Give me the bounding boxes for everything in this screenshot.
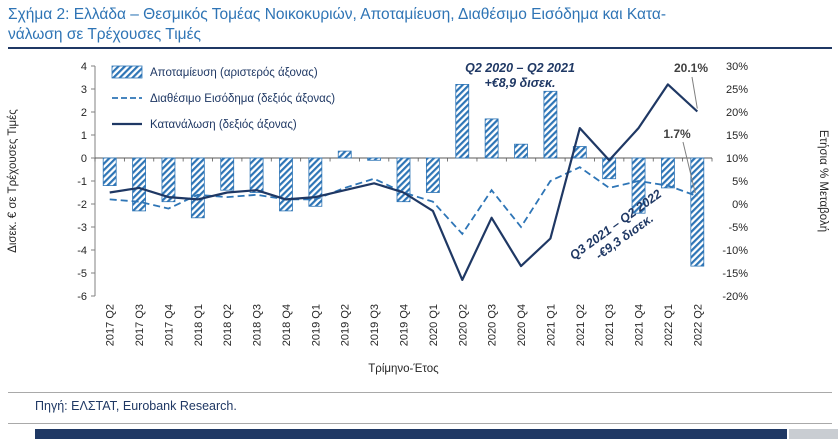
right-axis-title: Ετήσια % Μεταβολή xyxy=(817,130,829,232)
household-savings-income-consumption-chart: 4 3 2 1 0 -1 -2 -3 -4 -5 -6 30% 25% 20% 15% 10% 5% 0% -5% -… xyxy=(7,61,829,375)
x-tick-label: 2019 Q2 xyxy=(340,304,352,346)
disposable-income-line xyxy=(109,166,698,236)
x-tick-label: 2021 Q2 xyxy=(575,304,587,346)
leader-line-consumption xyxy=(691,76,698,109)
left-tick-label: 4 xyxy=(81,61,87,73)
x-tick-label: 2017 Q3 xyxy=(134,304,146,346)
footer-divider-top xyxy=(8,392,832,393)
right-tick-label: -10% xyxy=(722,245,748,257)
annotation-period1-line2: +€8,9 δισεκ. xyxy=(484,76,555,90)
x-axis-labels: 2017 Q2 2017 Q3 2017 Q4 2018 Q1 2018 Q2 2018 … xyxy=(105,304,705,346)
annotation-consumption-last: 20.1% xyxy=(674,61,708,75)
x-tick-label: 2020 Q1 xyxy=(428,304,440,346)
right-tick-label: 30% xyxy=(726,61,748,73)
x-tick-label: 2022 Q2 xyxy=(692,304,704,346)
right-tick-label: 15% xyxy=(726,130,748,142)
legend-swatch-saving xyxy=(111,65,143,79)
legend-label-saving: Αποταμίευση (αριστερός άξονας) xyxy=(150,67,318,79)
annotation-period1-line1: Q2 2020 – Q2 2021 xyxy=(465,61,575,75)
left-tick-label: 0 xyxy=(81,153,87,165)
header-divider xyxy=(8,47,832,49)
left-axis-title: Δισεκ. € σε Τρέχουσες Τιμές xyxy=(7,109,19,253)
x-axis-title: Τρίμηνο-Έτος xyxy=(368,363,439,375)
x-tick-label: 2019 Q1 xyxy=(310,304,322,346)
bar-saving xyxy=(425,157,440,193)
bar-saving xyxy=(455,83,470,159)
x-tick-label: 2021 Q3 xyxy=(604,304,616,346)
x-tick-label: 2020 Q2 xyxy=(457,304,469,346)
right-tick-label: 5% xyxy=(732,176,748,188)
right-tick-label: -20% xyxy=(722,291,748,303)
bar-saving xyxy=(337,150,352,159)
bar-saving xyxy=(484,118,499,159)
x-tick-label: 2021 Q4 xyxy=(634,304,646,346)
savings-bars xyxy=(102,83,705,267)
left-tick-label: -1 xyxy=(77,176,87,188)
bar-saving xyxy=(602,157,617,180)
x-tick-label: 2021 Q1 xyxy=(545,304,557,346)
figure-header: Σχήμα 2: Ελλάδα – Θεσμικός Τομέας Νοικοκ… xyxy=(8,5,830,45)
annotation-period2: Q3 2021 – Q2 2022-€9,3 δισεκ. xyxy=(567,187,664,263)
annotation-income-last: 1.7% xyxy=(663,127,691,141)
bar-saving xyxy=(132,157,146,212)
left-tick-label: -5 xyxy=(77,268,87,280)
x-tick-label: 2022 Q1 xyxy=(663,304,675,346)
x-tick-label: 2020 Q4 xyxy=(516,304,528,346)
bar-saving xyxy=(279,157,293,212)
x-tick-label: 2018 Q2 xyxy=(222,304,234,346)
right-tick-label: 10% xyxy=(726,153,748,165)
bar-saving xyxy=(308,157,323,207)
figure-title-line1: Σχήμα 2: Ελλάδα – Θεσμικός Τομέας Νοικοκ… xyxy=(8,6,667,23)
right-tick-label: 25% xyxy=(726,84,748,96)
x-tick-label: 2018 Q4 xyxy=(281,304,293,346)
x-tick-label: 2019 Q4 xyxy=(399,304,411,346)
bar-saving xyxy=(690,157,705,267)
x-tick-label: 2020 Q3 xyxy=(487,304,499,346)
bar-saving xyxy=(102,157,117,187)
leader-line-income xyxy=(682,141,696,194)
left-tick-label: 2 xyxy=(81,107,87,119)
footer-bar-gray-segment xyxy=(789,429,838,439)
right-tick-label: -15% xyxy=(722,268,748,280)
legend-label-income: Διαθέσιμο Εισόδημα (δεξιός άξονας) xyxy=(150,93,335,105)
legend: Αποταμίευση (αριστερός άξονας) Διαθέσιμο … xyxy=(111,65,335,131)
left-tick-label: -2 xyxy=(77,199,87,211)
x-tick-label: 2017 Q4 xyxy=(163,304,175,346)
bar-saving xyxy=(514,143,528,159)
left-tick-label: -3 xyxy=(77,222,87,234)
footer-divider-bottom xyxy=(8,423,832,424)
bar-saving xyxy=(249,157,264,193)
bar-saving xyxy=(543,90,558,159)
left-tick-label: -4 xyxy=(77,245,87,257)
bar-saving xyxy=(161,157,176,203)
legend-label-consumption: Κατανάλωση (δεξιός άξονας) xyxy=(150,119,297,131)
figure-title-line2: νάλωση σε Τρέχουσες Τιμές xyxy=(8,26,201,44)
right-tick-label: -5% xyxy=(728,222,748,234)
source-note: Πηγή: ΕΛΣΤΑΤ, Eurobank Research. xyxy=(35,399,237,413)
right-tick-label: 0% xyxy=(732,199,748,211)
axes: 4 3 2 1 0 -1 -2 -3 -4 -5 -6 30% 25% 20% 15% 10% 5% 0% -5% -… xyxy=(77,61,748,303)
left-tick-label: 1 xyxy=(81,130,87,142)
bar-saving xyxy=(220,157,235,191)
bar-saving xyxy=(367,157,382,161)
left-tick-label: -6 xyxy=(77,291,87,303)
footer-brand-bar xyxy=(35,429,787,439)
bar-saving xyxy=(190,157,205,219)
left-tick-label: 3 xyxy=(81,84,87,96)
right-tick-label: 20% xyxy=(726,107,748,119)
x-tick-label: 2019 Q3 xyxy=(369,304,381,346)
x-tick-label: 2018 Q1 xyxy=(193,304,205,346)
bar-saving xyxy=(661,157,675,189)
x-tick-label: 2017 Q2 xyxy=(105,304,117,346)
bar-saving xyxy=(631,157,646,214)
x-tick-label: 2018 Q3 xyxy=(252,304,264,346)
consumption-line xyxy=(109,83,699,281)
